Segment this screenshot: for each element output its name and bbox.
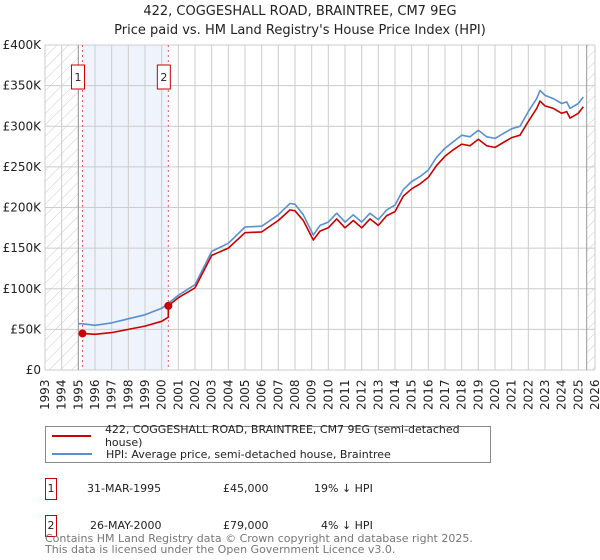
y-tick-label: £250K	[3, 160, 43, 174]
y-tick-label: £400K	[3, 38, 43, 52]
x-tick-label: 2012	[355, 379, 369, 410]
x-tick-label: 2025	[571, 379, 585, 410]
x-tick-label: 2016	[421, 379, 435, 410]
x-tick-label: 2005	[238, 379, 252, 410]
x-tick-label: 2007	[271, 379, 285, 410]
chart-title: 422, COGGESHALL ROAD, BRAINTREE, CM7 9EG	[143, 4, 457, 19]
sale-marker-label: 1	[75, 71, 82, 84]
sale-date: 26-MAY-2000	[90, 519, 162, 532]
sale-row-2: 2 26-MAY-2000 £79,000 4% ↓ HPI	[45, 515, 445, 537]
x-tick-label: 2019	[471, 379, 485, 410]
x-tick-label: 1998	[121, 379, 135, 410]
x-tick-label: 2018	[455, 379, 469, 410]
x-tick-label: 2017	[438, 379, 452, 410]
x-tick-label: 1997	[105, 379, 119, 410]
chart-plot: 1993 1994 1995 1996 1997 1998 1999 2000 2001 2002…	[3, 38, 600, 410]
sale-point	[164, 301, 173, 310]
x-tick-label: 1993	[38, 379, 52, 410]
sale-marker-label: 2	[160, 71, 167, 84]
x-tick-label: 2021	[505, 379, 519, 410]
footer-line-2: This data is licensed under the Open Gov…	[45, 543, 396, 556]
x-tick-label: 2001	[171, 379, 185, 410]
y-tick-label: £350K	[3, 79, 43, 93]
legend: 422, COGGESHALL ROAD, BRAINTREE, CM7 9EG…	[45, 423, 491, 463]
sale-hpi-diff: 19% ↓ HPI	[314, 482, 373, 495]
sale-marker: 1	[45, 478, 57, 500]
legend-label: HPI: Average price, semi-detached house,…	[106, 447, 391, 461]
x-tick-label: 2009	[305, 379, 319, 410]
x-tick-label: 1994	[55, 379, 69, 410]
x-tick-label: 2015	[405, 379, 419, 410]
x-tick-label: 2023	[538, 379, 552, 410]
y-tick-label: £0	[26, 363, 41, 377]
price-paid-line	[81, 100, 584, 336]
legend-swatch-hpi	[52, 453, 92, 455]
x-tick-label: 2011	[338, 379, 352, 410]
sale-row-1: 1 31-MAR-1995 £45,000 19% ↓ HPI	[45, 478, 445, 500]
x-tick-label: 2008	[288, 379, 302, 410]
legend-label: 422, COGGESHALL ROAD, BRAINTREE, CM7 9EG…	[104, 423, 460, 449]
y-tick-label: £200K	[3, 201, 43, 215]
x-tick-label: 1996	[88, 379, 102, 410]
x-tick-label: 1999	[138, 379, 152, 410]
sale-hpi-diff: 4% ↓ HPI	[321, 519, 373, 532]
x-tick-label: 2026	[588, 379, 600, 410]
sale-price: £45,000	[223, 482, 269, 495]
sale-date: 31-MAR-1995	[87, 482, 162, 495]
x-tick-label: 2024	[555, 379, 569, 410]
y-tick-label: £100K	[3, 282, 43, 296]
x-tick-label: 2020	[488, 379, 502, 410]
sale-price: £79,000	[223, 519, 269, 532]
y-tick-label: £150K	[3, 241, 43, 255]
sale-point	[78, 329, 87, 338]
chart-subtitle: Price paid vs. HM Land Registry's House …	[114, 23, 486, 38]
x-tick-label: 1995	[71, 379, 85, 410]
legend-item-hpi: HPI: Average price, semi-detached house,…	[46, 445, 391, 463]
x-tick-label: 2022	[521, 379, 535, 410]
y-tick-label: £50K	[10, 322, 42, 336]
x-tick-label: 2013	[371, 379, 385, 410]
x-tick-label: 2014	[388, 379, 402, 410]
sale-marker-box	[156, 64, 171, 90]
x-tick-label: 2002	[188, 379, 202, 410]
x-tick-label: 2000	[155, 379, 169, 410]
y-tick-label: £300K	[3, 119, 43, 133]
footer-line-1: Contains HM Land Registry data © Crown c…	[45, 532, 473, 545]
x-tick-label: 2004	[221, 379, 235, 410]
legend-swatch-price	[52, 435, 91, 437]
x-tick-label: 2010	[321, 379, 335, 410]
x-tick-label: 2003	[205, 379, 219, 410]
sale-marker-box	[71, 64, 85, 90]
x-tick-label: 2006	[255, 379, 269, 410]
legend-item-price: 422, COGGESHALL ROAD, BRAINTREE, CM7 9EG…	[46, 423, 490, 449]
hpi-line	[78, 89, 584, 327]
sale-marker: 2	[45, 515, 57, 537]
